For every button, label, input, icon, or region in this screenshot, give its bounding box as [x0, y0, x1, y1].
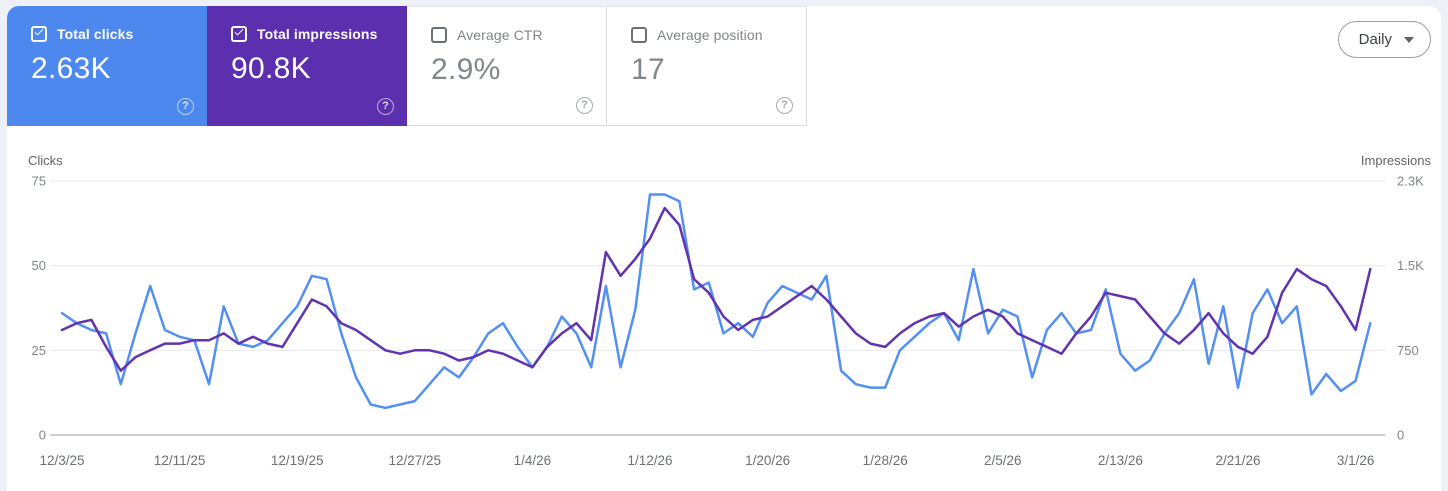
- left-axis-tick: 25: [32, 343, 46, 358]
- right-axis-tick: 750: [1397, 343, 1419, 358]
- performance-chart: Clicks Impressions 75 2.3K 50 1.5K 25 750 0 0 12…: [7, 126, 1441, 491]
- help-icon[interactable]: ?: [377, 98, 394, 115]
- help-icon[interactable]: ?: [576, 97, 593, 114]
- x-axis-date-label: 1/20/26: [745, 453, 790, 468]
- checkmark-icon: [233, 25, 245, 43]
- x-axis-date-label: 1/4/26: [514, 453, 552, 468]
- performance-panel: Total clicks 2.63K ? Total impressions 9…: [7, 6, 1441, 491]
- series-line-total-impressions: [60, 206, 1372, 372]
- right-axis-tick: 1.5K: [1397, 258, 1424, 273]
- average-position-value: 17: [631, 53, 665, 86]
- right-axis-title: Impressions: [1360, 153, 1431, 168]
- x-axis-date-label: 3/1/26: [1337, 453, 1375, 468]
- card-label: Average position: [657, 27, 763, 43]
- total-impressions-value: 90.8K: [231, 52, 311, 85]
- left-axis-tick: 75: [32, 174, 46, 189]
- right-axis-tick: 0: [1397, 428, 1404, 443]
- total-clicks-value: 2.63K: [31, 52, 111, 85]
- right-axis-tick: 2.3K: [1397, 174, 1424, 189]
- checkbox-total-impressions[interactable]: [231, 26, 247, 42]
- x-axis-date-label: 1/28/26: [863, 453, 908, 468]
- checkmark-icon: [33, 25, 45, 43]
- card-average-position[interactable]: Average position 17 ?: [607, 6, 807, 126]
- granularity-dropdown[interactable]: Daily: [1337, 21, 1431, 58]
- card-total-clicks[interactable]: Total clicks 2.63K ?: [7, 6, 207, 126]
- x-axis-date-label: 12/27/25: [389, 453, 442, 468]
- metric-cards: Total clicks 2.63K ? Total impressions 9…: [7, 6, 1441, 126]
- granularity-label: Daily: [1358, 31, 1392, 48]
- x-axis-date-label: 2/21/26: [1215, 453, 1260, 468]
- x-axis-date-label: 2/5/26: [984, 453, 1022, 468]
- card-label: Average CTR: [457, 27, 543, 43]
- checkbox-average-ctr[interactable]: [431, 27, 447, 43]
- x-axis-date-label: 12/19/25: [271, 453, 324, 468]
- x-axis-date-label: 12/3/25: [39, 453, 84, 468]
- average-ctr-value: 2.9%: [431, 53, 501, 86]
- card-average-ctr[interactable]: Average CTR 2.9% ?: [407, 6, 607, 126]
- card-total-impressions[interactable]: Total impressions 90.8K ?: [207, 6, 407, 126]
- left-axis-tick: 0: [39, 428, 46, 443]
- x-axis-date-label: 12/11/25: [154, 453, 206, 468]
- card-label: Total clicks: [57, 26, 134, 42]
- left-axis-title: Clicks: [28, 153, 63, 168]
- series-line-total-clicks: [60, 193, 1372, 410]
- x-axis-date-label: 2/13/26: [1098, 453, 1143, 468]
- help-icon[interactable]: ?: [776, 97, 793, 114]
- caret-down-icon: [1404, 36, 1414, 43]
- left-axis-tick: 50: [32, 258, 46, 273]
- checkbox-total-clicks[interactable]: [31, 26, 47, 42]
- card-label: Total impressions: [257, 26, 378, 42]
- chart-canvas[interactable]: 75 2.3K 50 1.5K 25 750 0 0 12/3/25 12/11/25 12/19/…: [7, 126, 1441, 491]
- checkbox-average-position[interactable]: [631, 27, 647, 43]
- x-axis-date-label: 1/12/26: [627, 453, 672, 468]
- help-icon[interactable]: ?: [177, 98, 194, 115]
